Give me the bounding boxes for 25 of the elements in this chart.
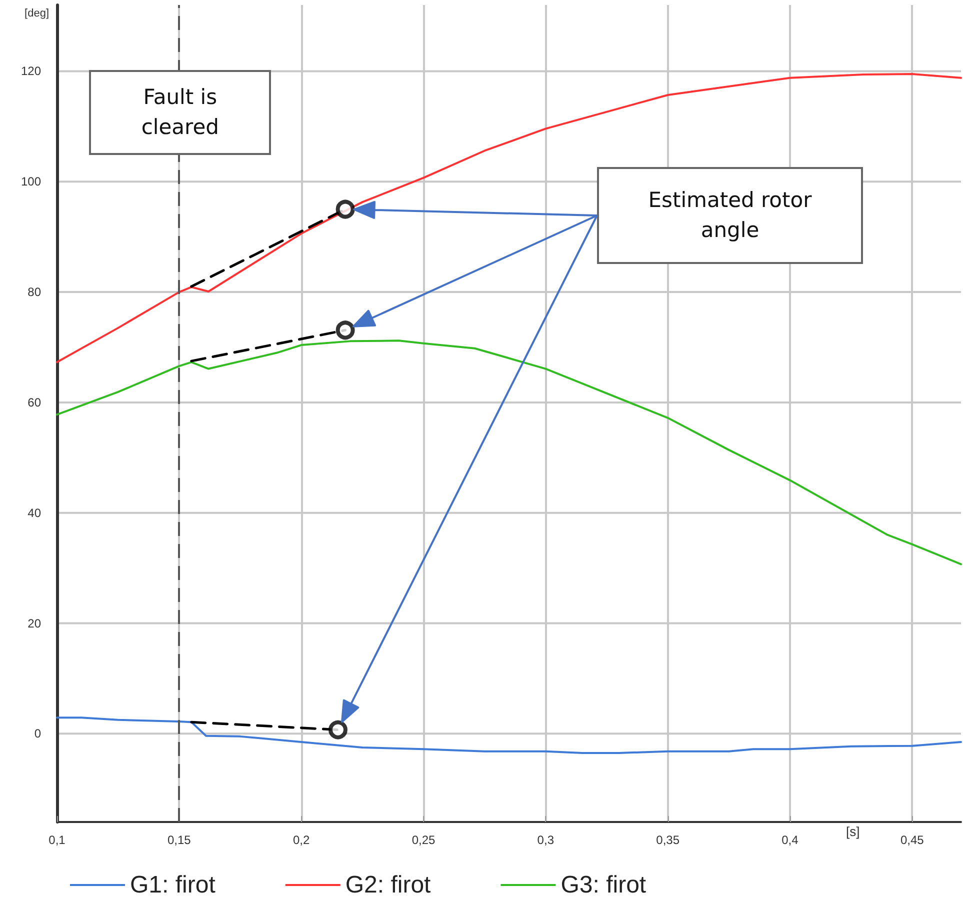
line-series	[56, 73, 962, 364]
y-tick-label: 40	[28, 506, 42, 520]
x-tick-label: 0,25	[412, 833, 436, 847]
x-tick-label: 0,4	[782, 833, 799, 847]
y-tick-label: 120	[20, 64, 42, 78]
text-box: Estimated rotor angle	[597, 167, 863, 264]
x-tick-label: 0,3	[537, 833, 554, 847]
legend-label: G1: firot	[130, 872, 216, 898]
y-tick-label: 100	[20, 174, 42, 189]
x-axis-title: [s]	[846, 824, 860, 839]
line-series	[56, 340, 962, 566]
legend-label: G3: firot	[560, 872, 646, 898]
text-box: Fault is cleared	[89, 70, 272, 155]
y-tick-label: 60	[28, 395, 42, 410]
line-series	[56, 716, 962, 754]
y-axis-title: [deg]	[24, 8, 49, 20]
y-tick-label: 0	[34, 726, 42, 741]
legend-label: G2: firot	[345, 872, 432, 898]
y-tick-label: 80	[28, 285, 42, 300]
x-tick-label: 0,45	[900, 833, 924, 847]
x-tick-label: 0,15	[167, 833, 192, 847]
x-tick-label: 0,1	[48, 833, 66, 847]
x-tick-label: 0,35	[656, 833, 680, 847]
x-tick-label: 0,2	[292, 833, 310, 847]
y-tick-label: 20	[28, 616, 42, 630]
